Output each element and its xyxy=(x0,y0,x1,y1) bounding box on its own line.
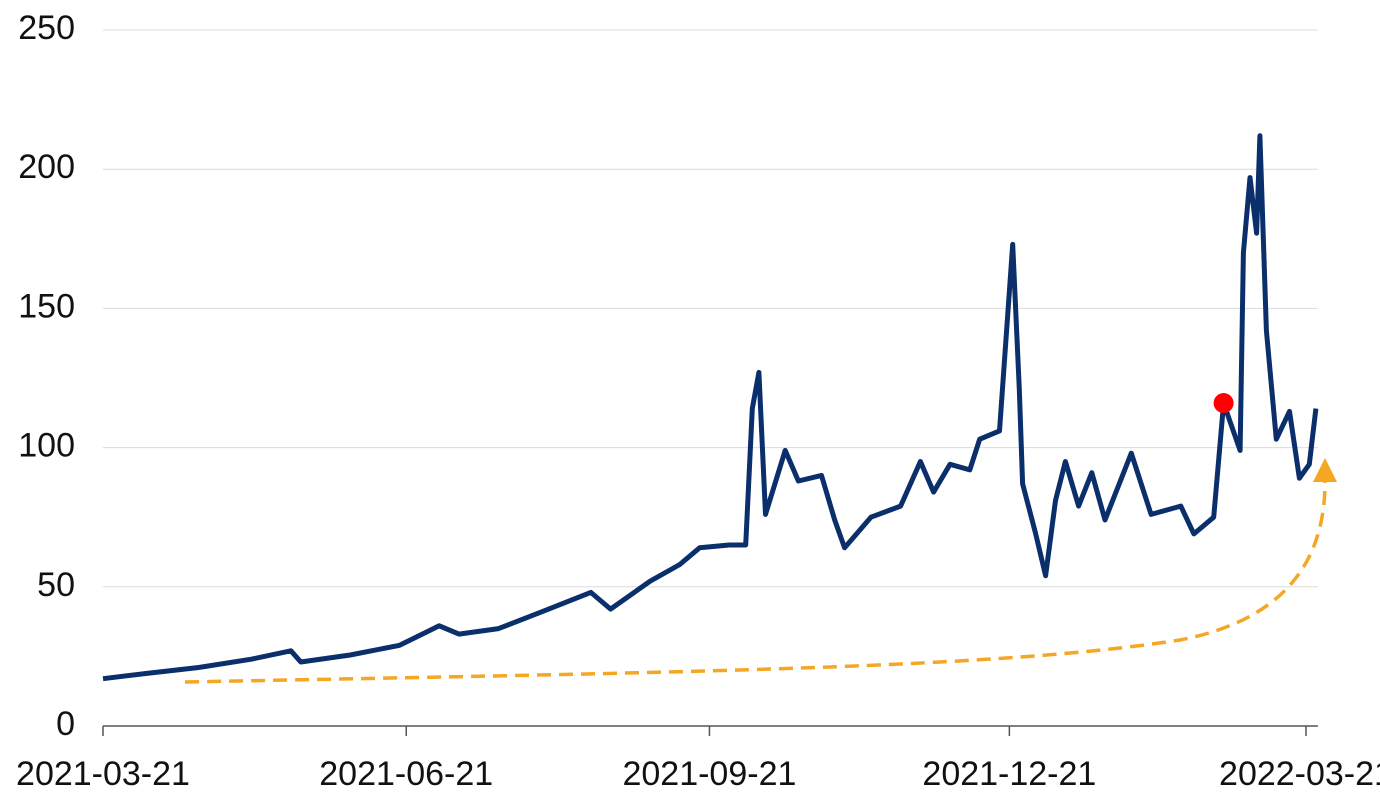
y-tick-label: 50 xyxy=(37,566,75,604)
trend-arrow xyxy=(184,481,1327,684)
y-tick-label: 250 xyxy=(18,9,75,47)
arrow-head xyxy=(1313,458,1337,482)
x-tick-label: 2021-09-21 xyxy=(622,755,796,793)
highlight-point xyxy=(1213,393,1234,414)
y-tick-label: 0 xyxy=(56,705,75,743)
y-tick-label: 200 xyxy=(18,148,75,186)
y-tick-label: 100 xyxy=(18,427,75,465)
x-tick-label: 2022-03-21 xyxy=(1219,755,1380,793)
x-tick-label: 2021-06-21 xyxy=(319,755,493,793)
data-line xyxy=(102,133,1319,682)
x-tick-label: 2021-03-21 xyxy=(16,755,190,793)
x-tick-label: 2021-12-21 xyxy=(922,755,1096,793)
y-tick-label: 150 xyxy=(18,287,75,325)
